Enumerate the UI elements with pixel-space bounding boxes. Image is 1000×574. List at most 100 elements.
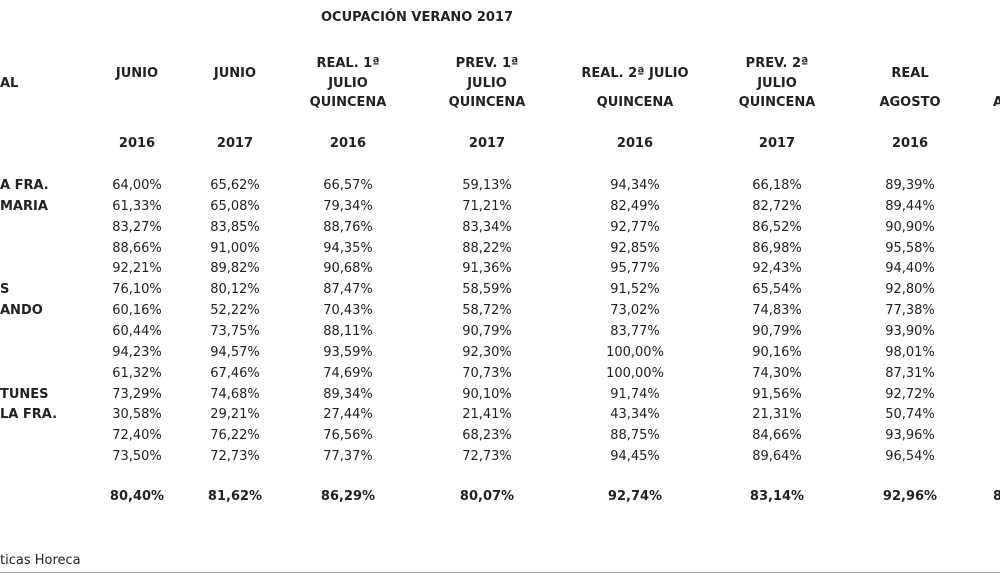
cell: 76,22%	[210, 428, 260, 444]
total-cell: 80,40%	[109, 489, 165, 504]
cell: 91,00%	[210, 240, 260, 256]
cell: 93,90%	[885, 323, 935, 339]
column-header: JUNIO	[213, 66, 257, 81]
cell: 91,74%	[610, 386, 660, 402]
header-cropped: A	[993, 95, 1000, 110]
cell: 64,00%	[112, 178, 162, 193]
column-header: REAL	[891, 66, 929, 81]
cell: 80,12%	[210, 282, 260, 298]
cell: 83,27%	[112, 219, 162, 235]
cell: 87,47%	[323, 282, 373, 298]
cell: 83,85%	[210, 219, 260, 235]
total-cropped: 8	[993, 489, 1000, 504]
cell: 90,79%	[752, 323, 802, 339]
cell: 90,16%	[752, 344, 802, 360]
cell: 60,44%	[112, 323, 162, 339]
cell: 94,23%	[112, 344, 162, 360]
cell: 29,21%	[210, 407, 260, 423]
cell: 94,57%	[210, 344, 260, 360]
header-first: AL	[0, 76, 19, 91]
column-header: PREV. 1ª	[455, 56, 519, 71]
row-label: LA FRA.	[0, 407, 58, 423]
cell: 76,56%	[323, 428, 373, 444]
cell: 67,46%	[210, 365, 260, 381]
cell: 66,57%	[323, 178, 373, 193]
total-cell: 86,29%	[320, 489, 376, 504]
cell: 95,58%	[885, 240, 935, 256]
cell: 98,01%	[885, 344, 935, 360]
row-label: S	[0, 282, 10, 298]
cell: 21,41%	[462, 407, 512, 423]
row-label: TUNES	[0, 386, 49, 402]
cell: 73,29%	[112, 386, 162, 402]
cell: 61,33%	[112, 198, 162, 214]
cell: 70,43%	[323, 303, 373, 319]
cell: 93,59%	[323, 344, 373, 360]
cell: 58,59%	[462, 282, 512, 298]
cell: 68,23%	[462, 428, 512, 444]
cell: 76,10%	[112, 282, 162, 298]
column-header: QUINCENA	[448, 95, 526, 110]
cell: 74,69%	[323, 365, 373, 381]
cell: 72,40%	[112, 428, 162, 444]
cell: 65,54%	[752, 282, 802, 298]
total-cell: 92,96%	[882, 489, 938, 504]
cell: 60,16%	[112, 303, 162, 319]
cell: 43,34%	[610, 407, 660, 423]
cell: 70,73%	[462, 365, 512, 381]
cell: 82,72%	[752, 198, 802, 214]
column-header: JULIO	[328, 76, 368, 91]
cell: 82,49%	[610, 198, 660, 214]
total-cell: 83,14%	[749, 489, 805, 504]
cell: 73,75%	[210, 323, 260, 339]
cell: 77,38%	[885, 303, 935, 319]
cell: 50,74%	[885, 407, 935, 423]
cell: 27,44%	[323, 407, 373, 423]
row-label: A FRA.	[0, 178, 49, 193]
column-year: 2017	[758, 136, 796, 151]
cell: 90,10%	[462, 386, 512, 402]
title: OCUPACIÓN VERANO 2017	[321, 10, 514, 25]
cell: 84,66%	[752, 428, 802, 444]
cell: 65,62%	[210, 178, 260, 193]
cell: 92,43%	[752, 261, 802, 277]
cell: 65,08%	[210, 198, 260, 214]
cell: 92,72%	[885, 386, 935, 402]
cell: 77,37%	[323, 449, 373, 465]
cell: 61,32%	[112, 365, 162, 381]
cell: 86,98%	[752, 240, 802, 256]
cell: 89,44%	[885, 198, 935, 214]
cell: 94,34%	[610, 178, 660, 193]
cell: 73,02%	[610, 303, 660, 319]
cell: 100,00%	[606, 365, 664, 381]
cell: 30,58%	[112, 407, 162, 423]
column-header: QUINCENA	[596, 95, 674, 110]
total-cell: 92,74%	[607, 489, 663, 504]
cell: 96,54%	[885, 449, 935, 465]
cell: 86,52%	[752, 219, 802, 235]
cell: 91,56%	[752, 386, 802, 402]
cell: 88,66%	[112, 240, 162, 256]
cell: 94,45%	[610, 449, 660, 465]
cell: 92,77%	[610, 219, 660, 235]
cell: 79,34%	[323, 198, 373, 214]
cell: 73,50%	[112, 449, 162, 465]
cell: 83,34%	[462, 219, 512, 235]
column-header: REAL. 1ª	[316, 56, 380, 71]
row-label: MARIA	[0, 198, 48, 214]
cell: 66,18%	[752, 178, 802, 193]
cell: 88,22%	[462, 240, 512, 256]
cell: 74,83%	[752, 303, 802, 319]
cell: 92,85%	[610, 240, 660, 256]
cell: 92,21%	[112, 261, 162, 277]
cell: 21,31%	[752, 407, 802, 423]
footer: ticas Horeca	[0, 553, 81, 568]
cell: 91,52%	[610, 282, 660, 298]
cell: 95,77%	[610, 261, 660, 277]
column-year: 2017	[216, 136, 254, 151]
total-cell: 81,62%	[207, 489, 263, 504]
column-year: 2016	[891, 136, 929, 151]
cell: 88,75%	[610, 428, 660, 444]
column-header: QUINCENA	[309, 95, 387, 110]
